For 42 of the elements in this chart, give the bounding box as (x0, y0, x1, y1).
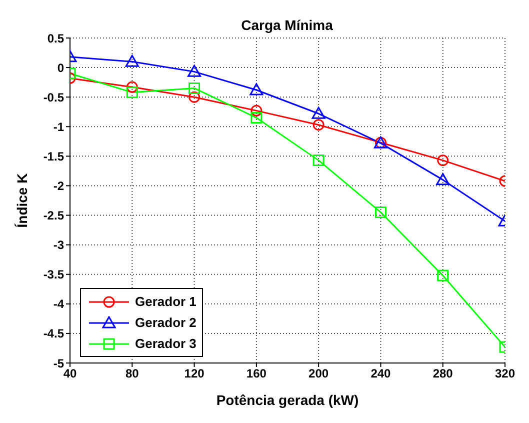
y-tick-label: -2.5 (43, 208, 64, 223)
point (188, 91, 200, 103)
point (188, 64, 202, 77)
point (250, 104, 262, 116)
point (125, 54, 139, 67)
x-tick-label: 160 (246, 366, 267, 381)
point (312, 154, 324, 166)
x-tick-label: 40 (63, 366, 77, 381)
x-tick-label: 280 (432, 366, 454, 381)
point (250, 112, 262, 124)
x-tick-label: 200 (308, 366, 329, 381)
y-tick-label: -0.5 (43, 90, 64, 104)
x-tick-label: 80 (125, 366, 140, 381)
y-tick-label: -4 (53, 297, 64, 312)
legend-label: Gerador 1 (135, 294, 196, 309)
y-tick-label: -1.5 (43, 149, 64, 164)
point (437, 154, 449, 166)
y-tick-label: -4.5 (43, 326, 64, 341)
x-tick-label: 240 (370, 366, 392, 381)
y-tick-label: -1 (53, 120, 64, 134)
legend-label: Gerador 3 (135, 336, 196, 351)
point (436, 173, 450, 186)
point (312, 119, 324, 131)
point (374, 206, 386, 218)
point (312, 106, 326, 119)
point (437, 270, 449, 282)
point (250, 83, 264, 96)
y-tick-label: -5 (53, 356, 64, 370)
x-tick-label: 120 (184, 366, 205, 381)
point (188, 82, 200, 94)
legend-label: Gerador 2 (135, 315, 196, 330)
point (126, 86, 138, 98)
chart-title: Carga Mínima (241, 17, 334, 33)
point (126, 81, 138, 93)
x-tick-label: 320 (494, 366, 516, 381)
y-tick-label: -3.5 (43, 268, 64, 282)
y-tick-label: -2 (53, 178, 64, 193)
y-tick-label: -3 (53, 238, 64, 252)
y-axis-title: Índice K (14, 173, 30, 228)
y-tick-label: 0 (57, 60, 64, 75)
x-axis-title: Potência gerada (kW) (216, 392, 359, 408)
y-tick-label: 0.5 (47, 31, 64, 46)
